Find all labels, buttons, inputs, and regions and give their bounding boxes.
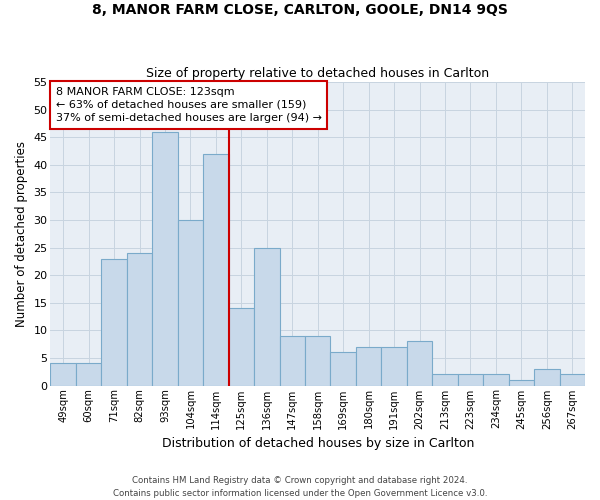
Bar [560,374,585,386]
Text: 8 MANOR FARM CLOSE: 123sqm
← 63% of detached houses are smaller (159)
37% of sem: 8 MANOR FARM CLOSE: 123sqm ← 63% of deta… [56,86,322,123]
Bar [76,364,101,386]
Bar [407,342,432,386]
Bar [509,380,534,386]
Bar [101,258,127,386]
Bar [458,374,483,386]
Bar [280,336,305,386]
Bar [356,347,382,386]
Bar [203,154,229,386]
Bar [305,336,331,386]
Bar [483,374,509,386]
Bar [382,347,407,386]
Y-axis label: Number of detached properties: Number of detached properties [15,141,28,327]
Title: Size of property relative to detached houses in Carlton: Size of property relative to detached ho… [146,66,489,80]
Bar [229,308,254,386]
X-axis label: Distribution of detached houses by size in Carlton: Distribution of detached houses by size … [161,437,474,450]
Bar [534,369,560,386]
Text: 8, MANOR FARM CLOSE, CARLTON, GOOLE, DN14 9QS: 8, MANOR FARM CLOSE, CARLTON, GOOLE, DN1… [92,2,508,16]
Bar [331,352,356,386]
Bar [127,253,152,386]
Bar [50,364,76,386]
Text: Contains HM Land Registry data © Crown copyright and database right 2024.
Contai: Contains HM Land Registry data © Crown c… [113,476,487,498]
Bar [178,220,203,386]
Bar [432,374,458,386]
Bar [152,132,178,386]
Bar [254,248,280,386]
